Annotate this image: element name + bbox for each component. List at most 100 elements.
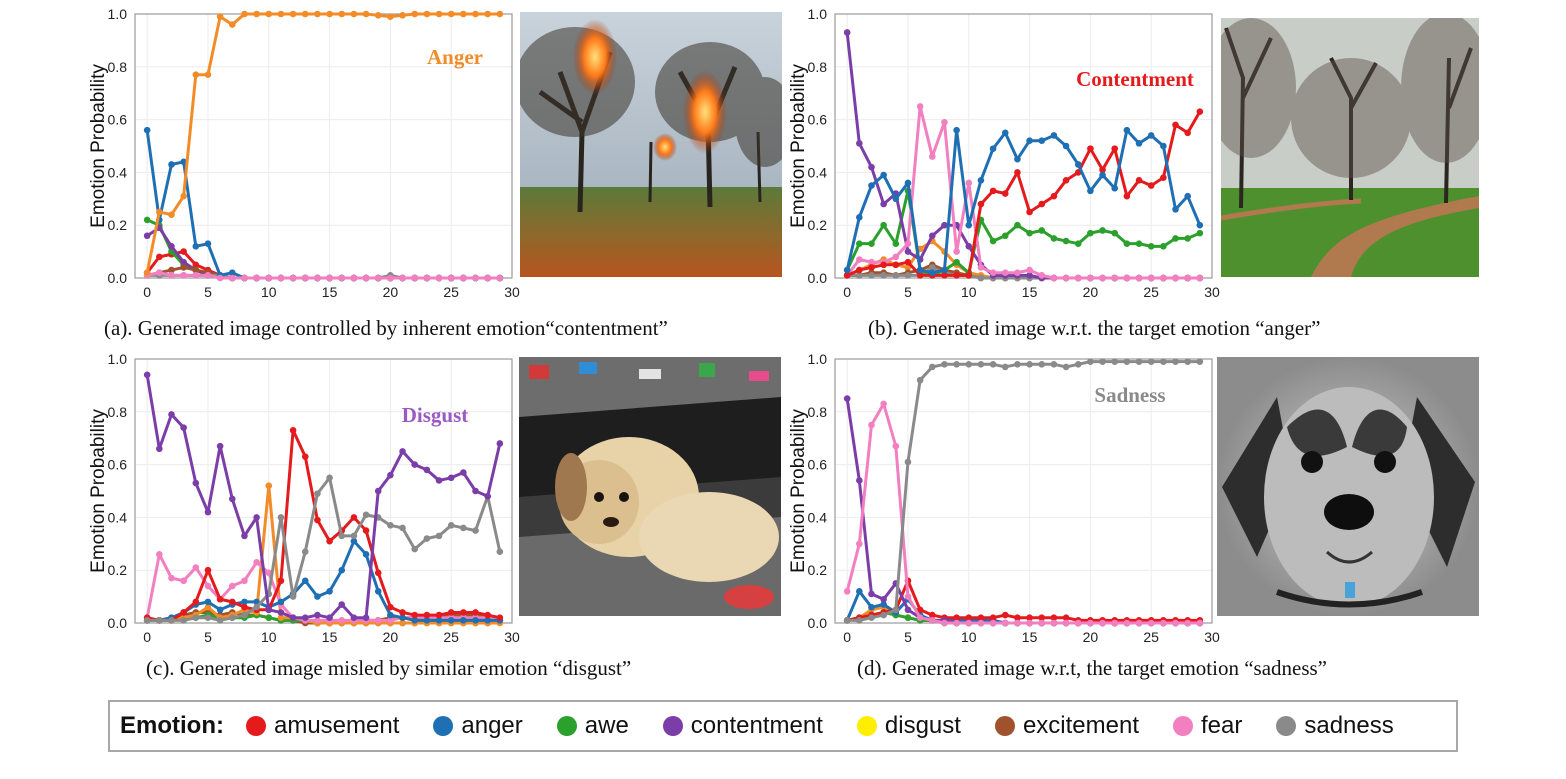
data-point-anger <box>892 195 900 203</box>
data-point-contentment <box>228 495 236 503</box>
data-point-fear <box>387 274 394 282</box>
legend-label-excitement: excitement <box>1022 712 1139 739</box>
data-point-sadness <box>928 363 936 371</box>
data-point-fear <box>953 248 960 255</box>
data-point-sadness <box>241 611 248 619</box>
data-point-contentment <box>156 445 163 453</box>
data-point-amusement <box>989 187 997 195</box>
data-point-disgust <box>423 10 431 18</box>
legend-dot-amusement <box>245 716 266 736</box>
data-point-sadness <box>289 593 297 600</box>
y-tick-label: 0.6 <box>108 112 128 128</box>
puppy-trash-image <box>519 357 781 616</box>
data-point-anger <box>904 179 912 187</box>
y-tick-label: 0.6 <box>108 457 128 473</box>
data-point-fear <box>916 614 924 622</box>
caption-a: (a). Generated image controlled by inher… <box>104 316 668 340</box>
data-point-contentment <box>868 163 875 171</box>
data-point-fear <box>1062 274 1070 282</box>
data-point-contentment <box>399 448 406 455</box>
data-point-sadness <box>216 617 224 624</box>
y-axis-label: Emotion Probability <box>88 409 109 573</box>
data-point-amusement <box>435 611 443 619</box>
data-point-contentment <box>204 508 212 516</box>
data-point-sadness <box>326 474 333 482</box>
data-point-anger <box>1147 132 1155 139</box>
data-point-amusement <box>387 603 394 611</box>
data-point-sadness <box>941 360 948 368</box>
sad-dog-image <box>1217 357 1479 616</box>
data-point-contentment <box>435 477 443 484</box>
data-point-amusement <box>1038 200 1046 208</box>
data-point-contentment <box>460 469 467 476</box>
data-point-fear <box>460 274 467 282</box>
data-point-amusement <box>277 577 285 585</box>
data-point-amusement <box>868 264 875 271</box>
data-point-amusement <box>1014 614 1021 622</box>
data-point-awe <box>143 216 151 224</box>
data-point-fear <box>1184 274 1191 282</box>
data-point-sadness <box>143 617 151 624</box>
data-point-contentment <box>301 614 309 622</box>
data-point-sadness <box>192 614 200 622</box>
chart-title: Sadness <box>1094 383 1165 407</box>
data-point-fear <box>965 619 973 627</box>
data-point-sadness <box>399 524 406 532</box>
data-point-amusement <box>953 272 960 279</box>
data-point-sadness <box>301 548 309 556</box>
data-point-anger <box>435 617 443 624</box>
data-point-contentment <box>265 606 273 614</box>
data-point-contentment <box>856 140 863 147</box>
data-point-anger <box>338 566 346 574</box>
data-point-fear <box>928 153 936 160</box>
data-point-awe <box>265 614 273 622</box>
data-point-disgust <box>253 10 260 18</box>
data-point-fear <box>168 574 175 582</box>
data-point-fear <box>423 274 431 282</box>
data-point-amusement <box>374 569 382 577</box>
data-point-contentment <box>314 611 321 619</box>
data-point-anger <box>387 611 394 619</box>
data-point-fear <box>880 400 887 408</box>
data-point-anger <box>374 588 382 595</box>
y-axis-label: Emotion Probability <box>788 409 809 573</box>
data-point-excitement <box>192 266 200 274</box>
x-tick-label: 15 <box>1022 284 1038 300</box>
data-point-fear <box>350 274 358 282</box>
data-point-fear <box>1087 619 1094 627</box>
y-tick-label: 0.6 <box>808 112 828 128</box>
data-point-contentment <box>241 532 248 540</box>
x-tick-label: 25 <box>443 284 459 300</box>
data-point-disgust <box>411 10 419 18</box>
x-tick-label: 10 <box>261 284 277 300</box>
data-point-anger <box>868 603 875 611</box>
chart-title: Disgust <box>402 403 469 427</box>
x-tick-label: 0 <box>143 629 151 645</box>
data-point-awe <box>1026 229 1033 237</box>
series-line-anger <box>147 539 500 622</box>
data-point-fear <box>435 274 443 282</box>
data-point-anger <box>868 182 875 189</box>
data-point-amusement <box>192 261 200 269</box>
data-point-amusement <box>1014 169 1021 176</box>
data-point-sadness <box>892 272 900 279</box>
data-point-excitement <box>180 264 187 271</box>
data-point-awe <box>1196 229 1204 237</box>
data-point-amusement <box>1147 182 1155 189</box>
data-point-fear <box>1074 274 1082 282</box>
legend-item-fear: fear <box>1173 712 1242 740</box>
data-point-fear <box>156 269 163 277</box>
y-tick-label: 0.8 <box>108 59 128 75</box>
y-tick-label: 0.2 <box>808 217 828 233</box>
y-tick-label: 1.0 <box>808 6 828 22</box>
x-tick-label: 10 <box>961 629 977 645</box>
data-point-contentment <box>904 606 912 614</box>
data-point-fear <box>484 274 491 282</box>
data-point-contentment <box>447 474 455 482</box>
data-point-disgust <box>314 10 321 18</box>
legend-label-contentment: contentment <box>690 712 823 739</box>
data-point-sadness <box>1062 363 1070 371</box>
series-line-amusement <box>146 428 501 622</box>
data-point-amusement <box>472 609 479 616</box>
data-point-sadness <box>168 617 175 624</box>
